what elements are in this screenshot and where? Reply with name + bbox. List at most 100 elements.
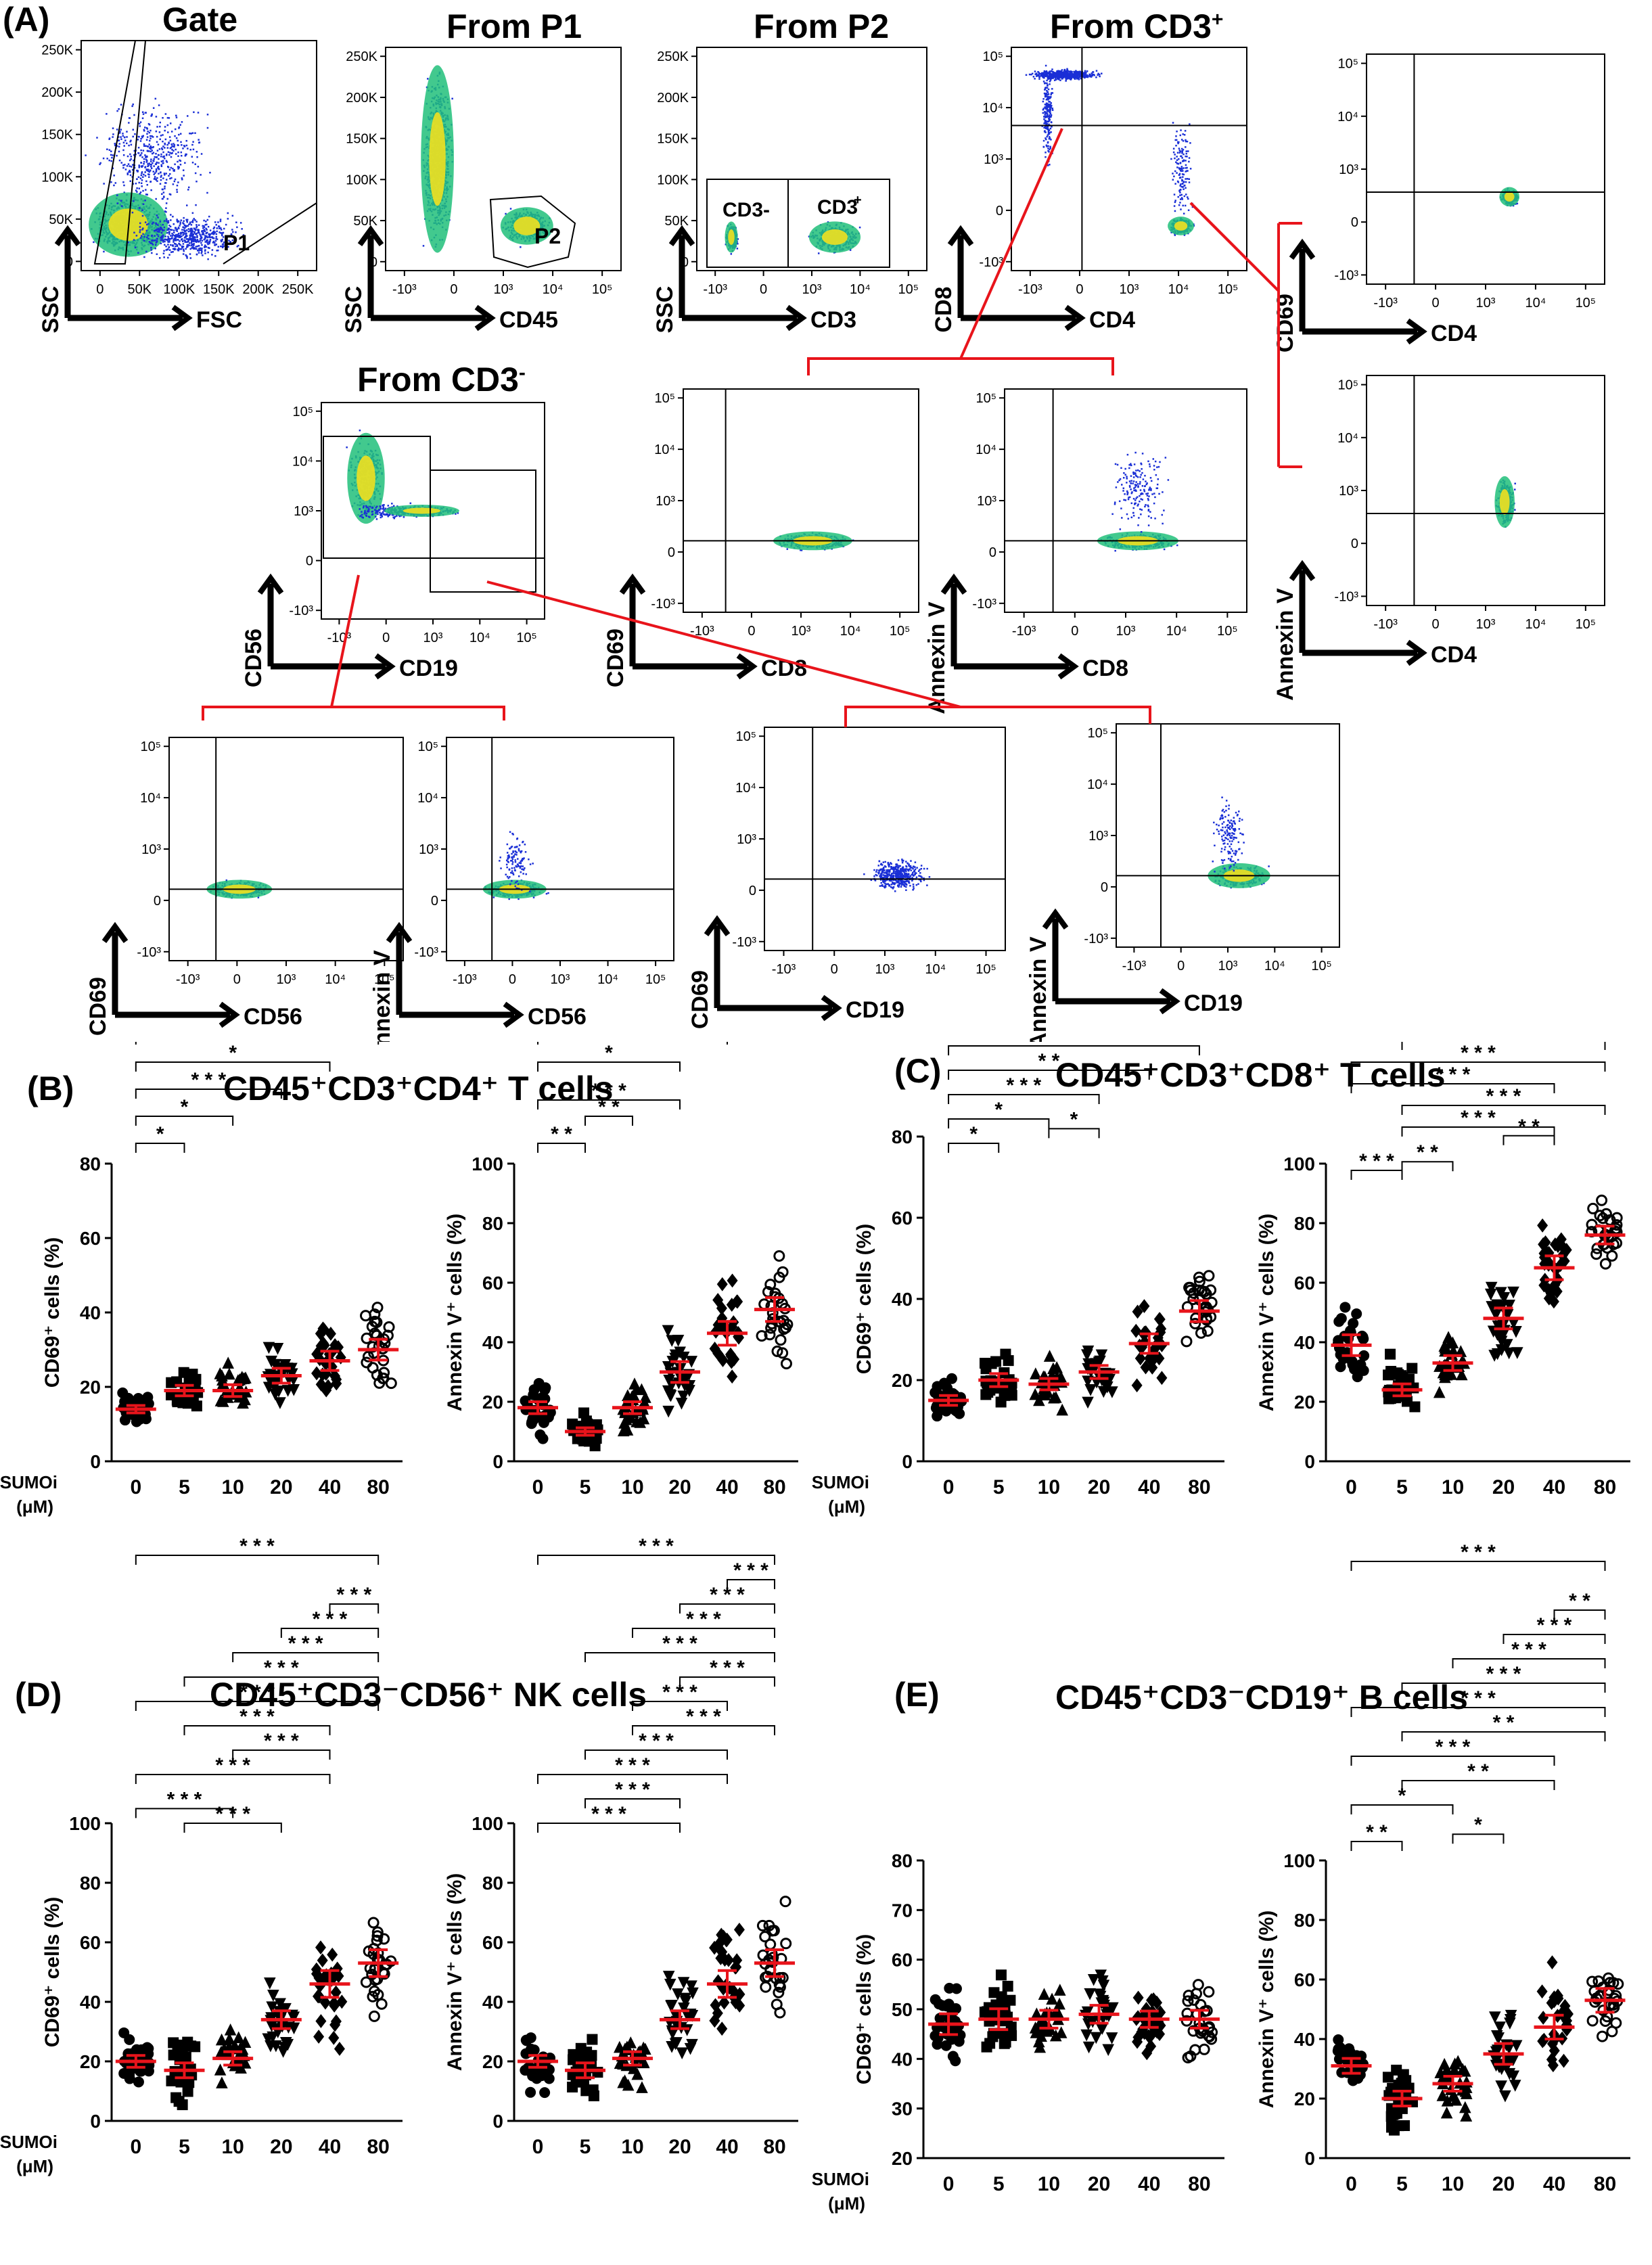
event-dot: [203, 226, 206, 229]
event-dot: [141, 136, 143, 139]
event-dot: [131, 105, 133, 108]
flow-p1-xtick-label: 0: [450, 282, 457, 297]
event-dot: [165, 211, 167, 213]
event-dot: [119, 131, 121, 133]
event-dot: [155, 130, 158, 133]
event-dot: [157, 216, 159, 219]
event-dot: [158, 131, 161, 133]
event-dot: [177, 247, 180, 250]
event-dot: [182, 147, 184, 150]
event-dot: [1052, 71, 1055, 73]
event-dot: [191, 233, 193, 236]
event-dot: [155, 222, 157, 225]
event-dot: [164, 138, 167, 141]
event-dot: [155, 169, 158, 172]
density-peak: [513, 216, 541, 235]
event-dot: [221, 234, 223, 237]
event-dot: [1050, 70, 1053, 72]
event-dot: [145, 229, 148, 232]
event-dot: [164, 126, 166, 128]
event-dot: [174, 163, 176, 166]
event-dot: [196, 248, 198, 250]
event-dot: [181, 177, 183, 179]
event-dot: [1045, 144, 1048, 147]
event-dot: [176, 244, 179, 246]
event-dot: [198, 245, 200, 247]
flow-p1-xtick-label: 10⁵: [592, 282, 613, 297]
event-dot: [1091, 74, 1093, 77]
event-dot: [150, 150, 152, 153]
event-dot: [190, 133, 193, 135]
event-dot: [192, 244, 195, 246]
event-dot: [205, 239, 208, 242]
event-dot: [162, 234, 164, 236]
event-dot: [1051, 109, 1054, 112]
event-dot: [146, 133, 148, 135]
event-dot: [175, 227, 177, 229]
event-dot: [191, 235, 193, 237]
event-dot: [175, 137, 178, 139]
event-dot: [122, 135, 124, 137]
event-dot: [427, 78, 429, 80]
panel-label-e: (E): [894, 1676, 940, 1714]
event-dot: [1042, 100, 1045, 103]
event-dot: [164, 240, 166, 243]
flow-gate-y-label: SSC: [38, 286, 64, 334]
flow-cd3p-xtick-label: 10⁵: [1218, 282, 1239, 297]
event-dot: [106, 148, 108, 150]
event-dot: [187, 230, 190, 233]
event-dot: [177, 160, 179, 163]
event-dot: [147, 223, 150, 225]
event-dot: [1066, 68, 1068, 70]
event-dot: [137, 170, 139, 172]
event-dot: [180, 233, 182, 235]
event-dot: [110, 160, 112, 162]
event-dot: [191, 233, 193, 235]
event-dot: [1049, 74, 1051, 77]
event-dot: [158, 154, 160, 156]
event-dot: [171, 152, 173, 154]
event-dot: [1098, 73, 1101, 76]
event-dot: [1058, 74, 1060, 76]
event-dot: [1049, 164, 1051, 166]
event-dot: [165, 160, 168, 162]
event-dot: [144, 127, 146, 129]
event-dot: [817, 252, 820, 254]
event-dot: [162, 229, 164, 232]
event-dot: [124, 164, 126, 166]
event-dot: [202, 231, 204, 234]
event-dot: [161, 188, 164, 191]
event-dot: [171, 235, 174, 237]
event-dot: [179, 244, 181, 246]
event-dot: [1079, 73, 1082, 75]
event-dot: [156, 214, 158, 216]
event-dot: [142, 113, 145, 115]
event-dot: [223, 227, 225, 230]
event-dot: [182, 226, 184, 229]
event-dot: [1051, 75, 1053, 77]
event-dot: [152, 170, 155, 173]
event-dot: [1050, 106, 1052, 109]
event-dot: [136, 178, 138, 180]
event-dot: [196, 221, 198, 223]
event-dot: [176, 220, 179, 223]
event-dot: [183, 237, 186, 239]
event-dot: [186, 220, 188, 222]
event-dot: [166, 220, 168, 223]
flow-p2-xtick-label: 10⁵: [898, 282, 919, 297]
flow-gate-xtick-label: 0: [96, 282, 104, 297]
flow-gate: 0 50K 100K 150K 200K 250K250K200K150K100K50K0…: [38, 40, 317, 334]
event-dot: [148, 131, 151, 134]
flow-gate-xtick-label: 250K: [282, 282, 314, 297]
event-dot: [143, 129, 145, 131]
event-dot: [183, 223, 185, 225]
event-dot: [150, 165, 152, 168]
flow-p2-events: [725, 221, 861, 255]
event-dot: [133, 114, 135, 116]
event-dot: [133, 231, 135, 234]
flow-title-gate: Gate: [162, 1, 238, 39]
event-dot: [103, 183, 105, 185]
event-dot: [1049, 127, 1052, 130]
flow-p1-y-label: SSC: [341, 286, 367, 334]
event-dot: [1057, 77, 1059, 79]
